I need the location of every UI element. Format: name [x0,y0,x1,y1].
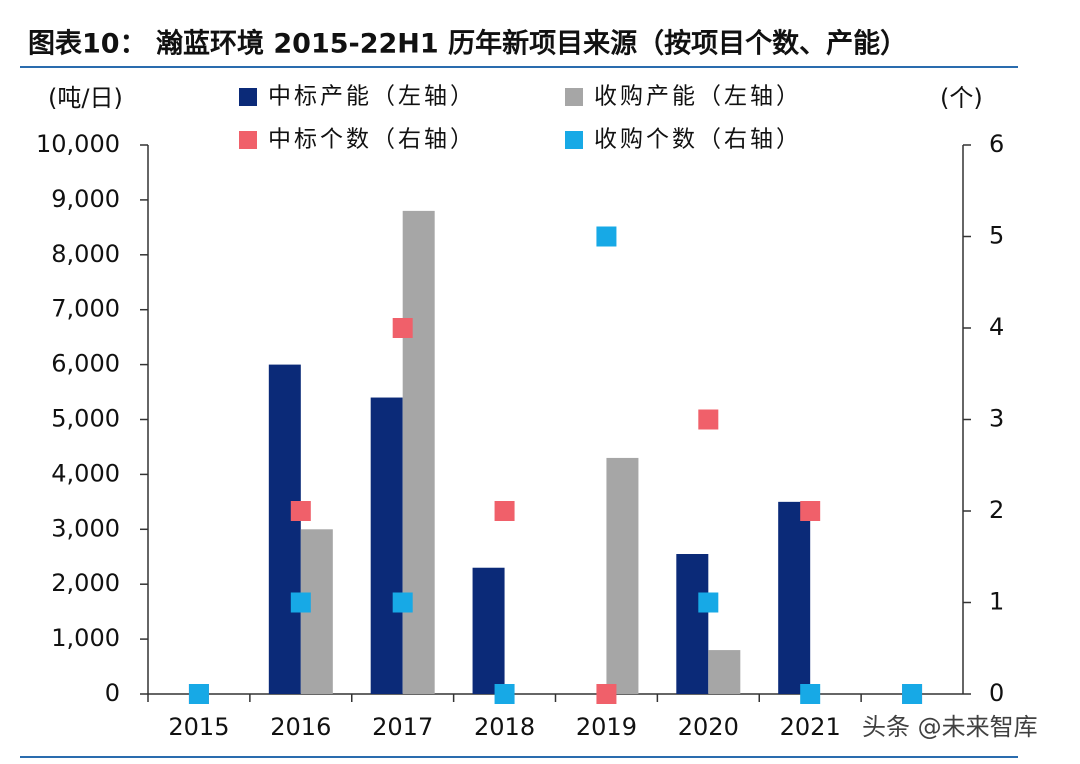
point [392,318,413,338]
y2-tick-label: 0 [989,679,1004,707]
point [596,684,617,704]
bar [708,650,741,694]
y2-tick-label: 3 [989,405,1004,433]
bar [472,567,505,694]
y-tick-label: 5,000 [51,405,120,433]
legend-label: 中标个数（右轴） [268,127,476,153]
legend-label: 收购个数（右轴） [594,127,802,153]
point [494,501,515,521]
point [800,501,821,521]
x-tick-label: 2019 [576,713,637,741]
y-tick-label: 4,000 [51,459,120,487]
y-tick-label: 0 [105,679,120,707]
x-tick-label: 2017 [372,713,433,741]
y-axis-label: (吨/日) [48,84,123,112]
bar [778,501,811,694]
point [698,592,719,613]
y-tick-label: 6,000 [51,350,120,378]
legend-swatch [239,131,257,149]
point [902,684,923,704]
bar [606,457,639,694]
x-tick-label: 2018 [474,713,535,741]
legend-swatch [239,88,257,106]
y2-tick-label: 4 [989,313,1004,341]
legend-swatch [565,88,583,106]
legend-label: 收购产能（左轴） [594,84,802,110]
y-tick-label: 1,000 [51,624,120,652]
bar [370,397,403,694]
watermark: 头条 @未来智库 [862,713,1038,741]
y-tick-label: 10,000 [36,130,120,158]
legend-label: 中标产能（左轴） [268,84,476,110]
y2-tick-label: 1 [989,588,1004,616]
bar [676,554,709,694]
y2-tick-label: 2 [989,496,1004,524]
x-tick-label: 2020 [678,713,739,741]
bar [402,210,435,694]
point [800,684,821,704]
y-tick-label: 3,000 [51,514,120,542]
x-tick-label: 2015 [168,713,229,741]
point [494,684,515,704]
point [596,226,617,247]
point [392,592,413,613]
point [188,684,209,704]
y-tick-label: 7,000 [51,295,120,323]
chart-title: 图表10： 瀚蓝环境 2015-22H1 历年新项目来源（按项目个数、产能） [28,28,907,60]
legend-swatch [565,131,583,149]
y-tick-label: 8,000 [51,240,120,268]
x-tick-label: 2021 [780,713,841,741]
y-tick-label: 2,000 [51,569,120,597]
bar [268,364,301,694]
point [290,501,311,521]
point [698,409,719,430]
y2-axis-label: (个) [940,84,983,112]
x-tick-label: 2016 [270,713,331,741]
point [290,592,311,613]
y2-tick-label: 6 [989,130,1004,158]
y2-tick-label: 5 [989,222,1004,250]
y-tick-label: 9,000 [51,185,120,213]
